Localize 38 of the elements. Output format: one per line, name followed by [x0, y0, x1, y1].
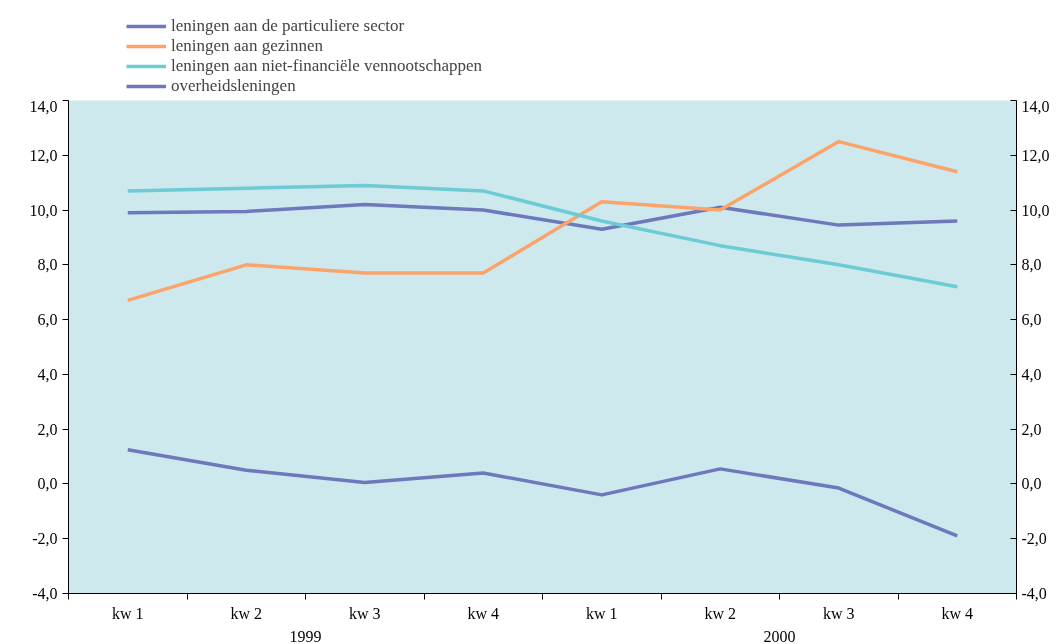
text: 1999: [289, 627, 322, 644]
y-tick-label: 4,0: [37, 365, 58, 383]
x-tick-label: kw 4: [941, 604, 974, 622]
line-series: [126, 183, 959, 289]
y-tick-label: -4,0: [32, 585, 58, 602]
legend-label: overheidsleningen: [171, 76, 296, 96]
x-tick-label: kw 1: [111, 604, 144, 622]
x-tick-label: kw 3: [822, 604, 855, 622]
y-tick-label: 14,0: [29, 97, 58, 115]
x-tick-label: kw 3: [348, 604, 381, 622]
x-tick-label: kw 4: [467, 604, 500, 622]
y2-tick-label: 10,0: [1021, 201, 1050, 219]
y2-tick-label: 8,0: [1021, 256, 1042, 274]
y-tick-label: 6,0: [37, 311, 58, 329]
line-series: [126, 447, 959, 538]
y-tick-label: -2,0: [32, 530, 58, 548]
text: 2000: [763, 627, 796, 644]
y2-tick-label: 14,0: [1021, 97, 1050, 115]
line-series: [126, 139, 959, 303]
y2-tick-label: 0,0: [1021, 475, 1042, 493]
y2-tick-label: 12,0: [1021, 146, 1050, 164]
y-tick-label: 8,0: [37, 256, 58, 274]
y-tick-label: 2,0: [37, 420, 58, 438]
x-tick-label: kw 2: [704, 604, 737, 622]
line-series: [126, 202, 959, 231]
y2-tick-label: -2,0: [1021, 530, 1047, 548]
legend-label: leningen aan niet-financiële vennootschappen: [171, 56, 483, 76]
y2-tick-label: -4,0: [1021, 585, 1047, 602]
x-tick-label: kw 1: [585, 604, 618, 622]
y2-tick-label: 4,0: [1021, 365, 1042, 383]
y2-tick-label: 6,0: [1021, 311, 1042, 329]
y-tick-label: 12,0: [29, 146, 58, 164]
y2-tick-label: 2,0: [1021, 420, 1042, 438]
y-tick-label: 10,0: [29, 201, 58, 219]
y-tick-label: 0,0: [37, 475, 58, 493]
legend-label: leningen aan gezinnen: [171, 36, 323, 56]
x-tick-label: kw 2: [230, 604, 263, 622]
legend-label: leningen aan de particuliere sector: [171, 16, 405, 36]
